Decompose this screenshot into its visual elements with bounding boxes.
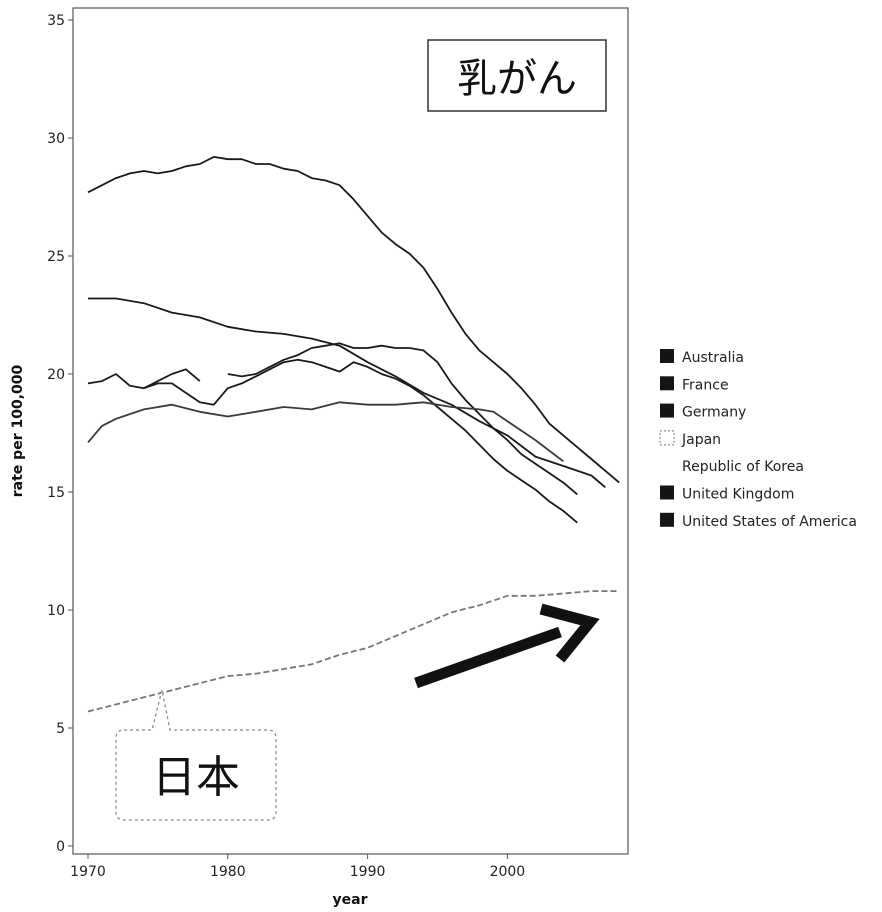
trend-arrow-icon xyxy=(414,603,600,689)
y-axis-title: rate per 100,000 xyxy=(10,365,26,498)
legend-swatch-france xyxy=(660,376,674,391)
y-tick-label: 20 xyxy=(47,367,65,383)
x-tick-label: 1970 xyxy=(70,864,106,880)
y-tick-label: 15 xyxy=(47,485,65,501)
legend-swatch-germany xyxy=(660,403,674,418)
y-tick-label: 30 xyxy=(47,131,65,147)
series-line-australia xyxy=(227,342,578,496)
legend-label-germany: Germany xyxy=(682,405,746,421)
legend-label-australia: Australia xyxy=(682,350,744,366)
series-line-united-states-of-america xyxy=(88,297,606,488)
series-line-republic-of-korea xyxy=(87,401,564,463)
series-line-united-kingdom xyxy=(87,155,620,484)
x-tick-label: 2000 xyxy=(490,864,526,880)
legend: Australia France Germany Japan Republic of K… xyxy=(659,349,857,530)
series-layer xyxy=(87,155,620,713)
x-tick-label: 1980 xyxy=(210,864,246,880)
legend-swatch-united-kingdom xyxy=(660,485,674,500)
legend-swatch-australia xyxy=(660,349,674,363)
y-tick-label: 10 xyxy=(47,603,65,619)
y-tick-label: 25 xyxy=(47,249,65,265)
series-line-japan xyxy=(87,590,620,713)
x-axis-title: year xyxy=(333,892,368,908)
x-tick-label: 1990 xyxy=(350,864,386,880)
legend-swatch-japan xyxy=(659,430,675,446)
series-line-germany xyxy=(143,358,578,524)
legend-label-japan: Japan xyxy=(681,432,721,448)
x-axis: 1970 1980 1990 2000 xyxy=(70,854,525,880)
legend-label-france: France xyxy=(682,377,729,393)
legend-swatch-united-states-of-america xyxy=(660,512,674,527)
legend-swatch-republic-of-korea xyxy=(660,458,674,473)
y-tick-label: 5 xyxy=(56,721,65,737)
y-tick-label: 35 xyxy=(47,13,65,29)
title-annotation-box: 乳がん xyxy=(427,39,607,112)
y-axis: 0 5 10 15 20 25 30 35 xyxy=(47,13,73,855)
japan-callout: 日本 xyxy=(115,689,277,821)
title-annotation-text: 乳がん xyxy=(457,56,577,102)
legend-label-united-kingdom: United Kingdom xyxy=(682,487,794,503)
legend-label-united-states-of-america: United States of America xyxy=(682,514,857,530)
legend-label-republic-of-korea: Republic of Korea xyxy=(682,459,804,475)
y-tick-label: 0 xyxy=(56,839,65,855)
japan-callout-text: 日本 xyxy=(152,752,240,803)
